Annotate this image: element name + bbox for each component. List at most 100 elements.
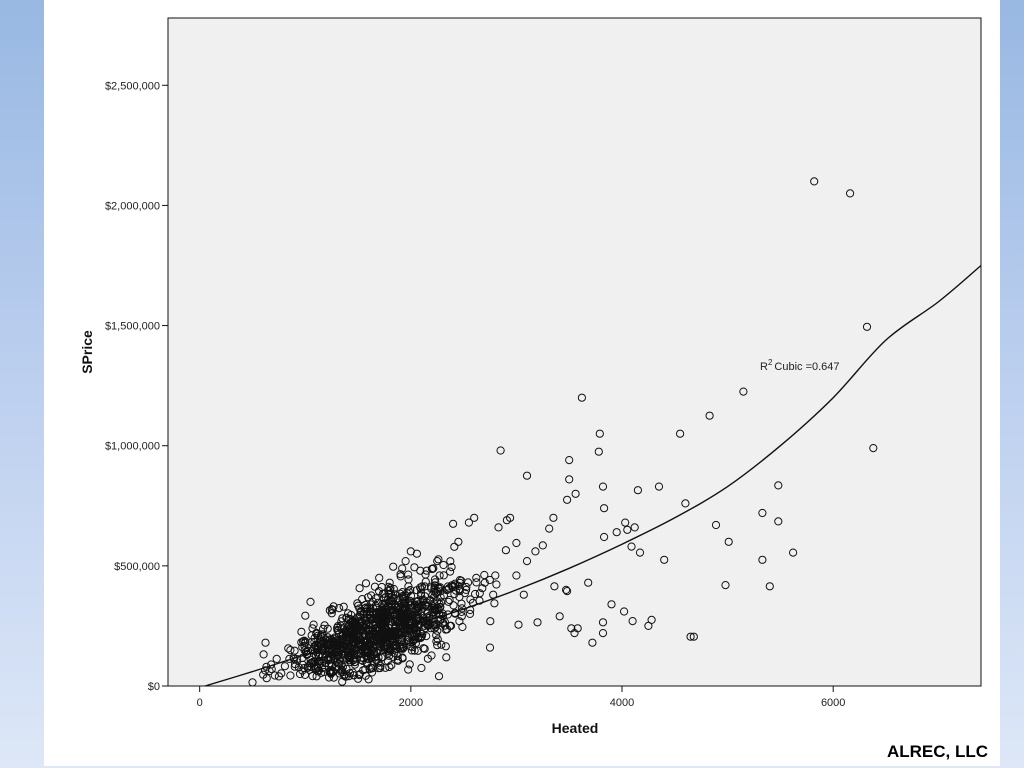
data-point (383, 636, 392, 645)
data-point (338, 677, 347, 686)
data-point (339, 602, 348, 611)
data-point (295, 669, 305, 679)
data-point (340, 671, 349, 681)
data-point (391, 644, 400, 653)
data-point (562, 585, 571, 595)
x-tick-label: 4000 (610, 697, 634, 709)
data-point (430, 575, 440, 584)
data-point (301, 611, 310, 620)
data-point (355, 640, 364, 650)
data-point (379, 594, 389, 603)
data-point (612, 528, 621, 537)
y-tick-label: $2,500,000 (105, 80, 160, 92)
data-point (421, 601, 430, 610)
data-point (620, 607, 629, 616)
data-point (404, 665, 413, 674)
data-point (383, 630, 392, 639)
data-point (774, 481, 783, 490)
data-point (492, 580, 501, 589)
data-point (379, 603, 388, 612)
data-point (396, 570, 405, 579)
data-point (337, 617, 346, 626)
data-point (290, 646, 299, 655)
data-point (676, 429, 685, 438)
data-point (259, 670, 268, 679)
data-point (346, 657, 355, 667)
data-point (371, 610, 380, 620)
data-point (297, 627, 306, 636)
data-point (385, 578, 394, 587)
data-point (491, 571, 500, 580)
y-tick-label: $0 (148, 681, 160, 693)
data-point (621, 518, 630, 527)
data-point (364, 640, 373, 650)
data-point (512, 571, 521, 580)
data-point (430, 599, 439, 608)
data-point (407, 601, 416, 610)
data-point (627, 542, 636, 551)
data-point (405, 627, 414, 636)
data-point (512, 538, 521, 548)
data-point (628, 617, 637, 626)
data-point (431, 623, 440, 632)
data-point (420, 644, 429, 653)
data-point (325, 667, 334, 676)
data-point (442, 653, 451, 662)
data-point (444, 597, 453, 606)
data-point (598, 629, 608, 638)
data-point (563, 495, 572, 504)
data-point (460, 589, 469, 598)
data-point (533, 618, 542, 627)
data-point (390, 610, 399, 620)
data-point (422, 566, 431, 575)
data-point (455, 578, 465, 587)
data-point (440, 621, 449, 630)
y-axis-title: SPrice (79, 330, 95, 374)
data-point (406, 591, 416, 601)
y-tick-label: $2,000,000 (105, 200, 160, 212)
data-point (308, 672, 317, 681)
fit-label-prefix: R (760, 361, 768, 373)
data-point (314, 651, 323, 660)
data-point (412, 586, 421, 595)
data-point (485, 575, 494, 585)
data-point (630, 523, 639, 532)
data-point (363, 641, 372, 650)
data-point (545, 524, 554, 533)
data-point (869, 444, 878, 453)
data-point (375, 617, 384, 627)
data-point (419, 596, 428, 605)
data-point (408, 643, 417, 652)
data-point (390, 590, 399, 599)
data-point (496, 446, 505, 455)
data-point (565, 456, 574, 465)
data-point (480, 570, 489, 580)
data-point (686, 632, 695, 641)
data-point (421, 577, 430, 586)
data-point (789, 548, 798, 557)
data-point (570, 629, 579, 638)
data-point (437, 640, 446, 649)
data-point (328, 640, 337, 649)
data-point (378, 609, 387, 618)
data-point (248, 678, 257, 686)
data-point (765, 582, 774, 591)
data-point (464, 518, 473, 527)
data-point (429, 608, 438, 617)
data-point (286, 646, 295, 655)
data-point (633, 486, 643, 495)
data-point (480, 578, 489, 587)
data-point (705, 411, 714, 420)
data-point (355, 584, 364, 593)
data-point (398, 612, 407, 621)
data-point (598, 482, 608, 491)
data-point (379, 652, 388, 662)
data-point (401, 557, 410, 566)
data-point (309, 620, 318, 629)
data-point (358, 595, 367, 604)
data-point (410, 563, 419, 572)
data-point (389, 584, 398, 594)
data-point (555, 612, 564, 621)
data-point (318, 664, 327, 673)
data-point (454, 537, 463, 546)
